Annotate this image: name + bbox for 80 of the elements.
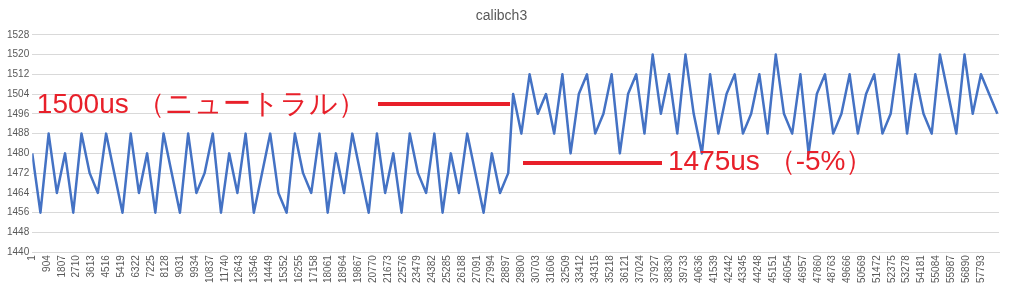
x-tick-label: 19867 bbox=[352, 254, 364, 283]
y-tick-label: 1440 bbox=[7, 245, 30, 257]
y-tick-label: 1472 bbox=[7, 166, 30, 178]
chart-title: calibch3 bbox=[475, 7, 528, 24]
y-tick-label: 1448 bbox=[7, 226, 30, 238]
x-tick-label: 36121 bbox=[618, 254, 630, 283]
x-tick-label: 46957 bbox=[796, 254, 808, 283]
x-tick-label: 55084 bbox=[930, 254, 942, 283]
x-tick-label: 12643 bbox=[233, 254, 245, 283]
x-tick-label: 27091 bbox=[470, 254, 482, 283]
y-tick-label: 1488 bbox=[7, 127, 30, 139]
y-tick-label: 1504 bbox=[7, 87, 30, 99]
x-tick-label: 51472 bbox=[870, 254, 882, 283]
annotation: 1500us （ニュートラル） bbox=[36, 86, 366, 121]
x-tick-label: 20770 bbox=[366, 254, 378, 283]
x-tick-label: 26188 bbox=[455, 254, 467, 283]
x-tick-label: 22576 bbox=[396, 254, 408, 283]
y-tick-label: 1480 bbox=[7, 147, 30, 159]
x-tick-label: 47860 bbox=[811, 254, 823, 283]
x-tick-label: 54181 bbox=[915, 254, 927, 283]
x-tick-label: 16255 bbox=[292, 254, 304, 283]
x-tick-label: 14449 bbox=[263, 254, 275, 283]
x-tick-label: 17158 bbox=[307, 254, 319, 283]
x-tick-label: 23479 bbox=[411, 254, 423, 283]
x-tick-label: 44248 bbox=[752, 254, 764, 283]
x-tick-label: 52375 bbox=[885, 254, 897, 283]
x-tick-label: 38830 bbox=[663, 254, 675, 283]
x-tick-label: 32509 bbox=[559, 254, 571, 283]
x-tick-label: 46054 bbox=[781, 254, 793, 283]
x-tick-label: 904 bbox=[40, 254, 52, 272]
y-tick-label: 1512 bbox=[7, 68, 30, 80]
x-tick-label: 18964 bbox=[337, 254, 349, 283]
x-tick-label: 35218 bbox=[604, 254, 616, 283]
x-tick-label: 43345 bbox=[737, 254, 749, 283]
x-tick-label: 18061 bbox=[322, 254, 334, 283]
x-tick-label: 40636 bbox=[692, 254, 704, 283]
x-tick-label: 37927 bbox=[648, 254, 660, 283]
x-tick-label: 9031 bbox=[174, 254, 186, 278]
x-tick-label: 2710 bbox=[70, 254, 82, 278]
x-tick-label: 53278 bbox=[900, 254, 912, 283]
x-tick-label: 50569 bbox=[856, 254, 868, 283]
x-tick-label: 33412 bbox=[574, 254, 586, 283]
x-tick-label: 21673 bbox=[381, 254, 393, 283]
x-tick-label: 55987 bbox=[944, 254, 956, 283]
x-tick-label: 37024 bbox=[633, 254, 645, 283]
x-tick-label: 41539 bbox=[707, 254, 719, 283]
y-tick-label: 1528 bbox=[7, 28, 30, 40]
x-tick-label: 25285 bbox=[441, 254, 452, 283]
x-tick-label: 49666 bbox=[841, 254, 853, 283]
x-tick-label: 13546 bbox=[248, 254, 260, 283]
x-tick-label: 45151 bbox=[767, 254, 779, 283]
x-tick-label: 8128 bbox=[159, 254, 171, 278]
x-tick-label: 30703 bbox=[529, 254, 541, 283]
x-tick-label: 31606 bbox=[544, 254, 556, 283]
y-tick-label: 1496 bbox=[7, 107, 30, 119]
x-tick-label: 7225 bbox=[144, 254, 156, 278]
x-tick-label: 57793 bbox=[974, 254, 986, 283]
x-tick-label: 9934 bbox=[189, 254, 201, 278]
x-tick-label: 5419 bbox=[114, 254, 126, 278]
annotation: 1475us （-5%） bbox=[668, 144, 874, 178]
x-tick-label: 3613 bbox=[85, 254, 97, 278]
x-tick-label: 10837 bbox=[203, 254, 215, 283]
x-tick-label: 6322 bbox=[129, 254, 141, 278]
x-tick-label: 28897 bbox=[500, 254, 512, 283]
x-tick-label: 42442 bbox=[722, 254, 734, 283]
x-tick-label: 1807 bbox=[55, 254, 67, 278]
x-tick-label: 4516 bbox=[100, 254, 112, 278]
x-tick-label: 39733 bbox=[678, 254, 690, 283]
x-tick-label: 34315 bbox=[589, 254, 601, 283]
x-tick-label: 48763 bbox=[826, 254, 838, 283]
x-tick-label: 27994 bbox=[485, 254, 497, 283]
x-tick-label: 1 bbox=[26, 254, 37, 261]
y-tick-label: 1456 bbox=[7, 206, 30, 218]
x-tick-label: 24382 bbox=[426, 254, 438, 283]
y-tick-label: 1520 bbox=[7, 48, 30, 60]
y-tick-label: 1464 bbox=[7, 186, 30, 198]
x-tick-label: 11740 bbox=[218, 254, 230, 283]
x-tick-label: 29800 bbox=[515, 254, 527, 283]
x-tick-label: 15352 bbox=[277, 254, 289, 283]
x-tick-label: 56890 bbox=[959, 254, 971, 283]
